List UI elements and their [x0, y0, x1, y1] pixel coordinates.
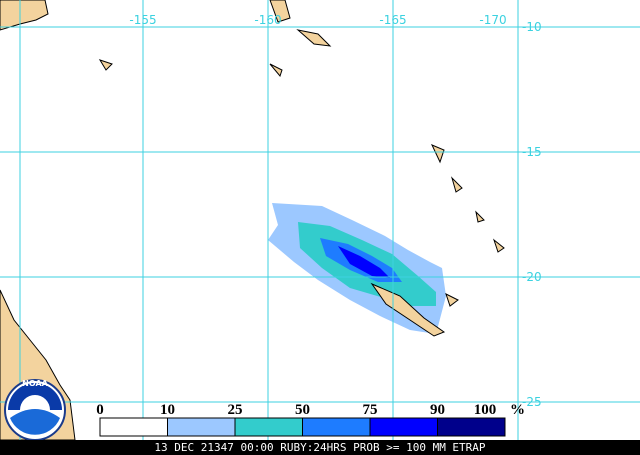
lon-label: -165 — [379, 13, 406, 27]
lat-label: -15 — [522, 145, 542, 159]
legend-swatch — [369, 417, 438, 437]
legend-label: 90 — [430, 402, 445, 418]
lon-label: -155 — [129, 13, 156, 27]
prob-75 — [338, 246, 390, 278]
legend-label: 75 — [363, 402, 378, 418]
caption-bar — [0, 440, 640, 455]
caption: 13 DEC 21347 00:00 RUBY:24HRS PROB >= 10… — [154, 441, 486, 454]
legend-unit: % — [510, 402, 525, 418]
lat-label: -25 — [522, 395, 542, 409]
legend-swatch — [437, 417, 506, 437]
legend-swatch — [99, 417, 168, 437]
legend-swatch — [234, 417, 303, 437]
logo-text: NOAA — [22, 379, 48, 388]
lon-label: -160 — [254, 13, 281, 27]
graticule — [0, 0, 640, 440]
legend-label: 50 — [295, 402, 310, 418]
legend-label: 10 — [160, 402, 175, 418]
lat-label: -10 — [522, 20, 542, 34]
legend-swatch — [302, 417, 371, 437]
noaa-logo: NOAA — [4, 379, 66, 441]
lon-label: -170 — [479, 13, 506, 27]
legend-label: 25 — [228, 402, 243, 418]
land — [0, 0, 505, 441]
lat-label: -20 — [522, 270, 542, 284]
legend-label: 100 — [474, 402, 497, 418]
legend-swatch — [167, 417, 236, 437]
legend-label: 0 — [96, 402, 104, 418]
